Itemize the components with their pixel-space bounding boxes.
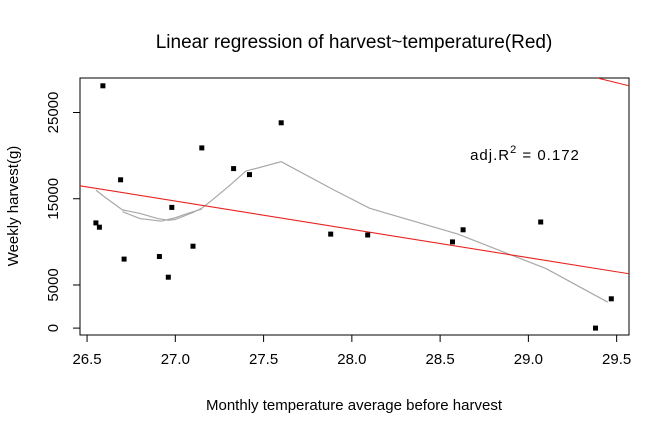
x-axis-label: Monthly temperature average before harve…: [206, 397, 503, 414]
data-point: [190, 243, 196, 249]
lowess-curve: [95, 161, 609, 303]
data-point: [169, 204, 175, 210]
x-tick-label: 27.5: [249, 351, 278, 368]
annotation-superscript: 2: [510, 144, 517, 156]
regression-line: [80, 185, 629, 275]
data-point: [593, 325, 598, 331]
data-point: [538, 219, 544, 225]
x-tick-label: 26.5: [72, 351, 101, 368]
adj-r2-annotation: adj.R2 = 0.172: [470, 144, 580, 164]
y-tick-label: 0: [45, 324, 62, 332]
annotation-value: = 0.172: [517, 147, 580, 164]
plot-frame: [79, 77, 630, 336]
x-tick-label: 27.0: [161, 351, 190, 368]
data-point: [608, 296, 614, 302]
annotation-prefix: adj.R: [470, 147, 510, 164]
regression-line: [597, 78, 629, 87]
data-point: [247, 172, 252, 178]
data-point: [118, 177, 124, 183]
chart-title: Linear regression of harvest~temperature…: [156, 32, 553, 53]
y-tick-label: 5000: [45, 268, 62, 301]
data-point: [231, 166, 237, 172]
y-axis-label: Weekly harvest(g): [5, 146, 22, 267]
data-points: [93, 83, 614, 331]
data-point: [121, 256, 127, 262]
x-tick-label: 28.0: [337, 351, 366, 368]
data-point: [199, 145, 205, 151]
fit-lines: [80, 78, 629, 303]
data-point: [165, 274, 171, 280]
data-point: [365, 232, 371, 238]
data-point: [100, 83, 106, 89]
data-point: [460, 227, 466, 233]
x-tick-label: 28.5: [426, 351, 455, 368]
axis-ticks: 26.5 27.0 27.5 28.0 28.5 29.0 29.5 0 5000 15000 25…: [45, 92, 631, 368]
lowess-curve-inner: [122, 208, 202, 222]
y-tick-label: 15000: [45, 178, 62, 220]
data-point: [93, 220, 99, 226]
data-point: [450, 239, 455, 245]
x-tick-label: 29.0: [514, 351, 543, 368]
data-point: [328, 231, 334, 237]
data-point: [156, 254, 162, 259]
y-tick-label: 25000: [45, 92, 62, 134]
data-point: [278, 120, 284, 126]
data-point: [96, 224, 102, 230]
x-tick-label: 29.5: [602, 351, 631, 368]
